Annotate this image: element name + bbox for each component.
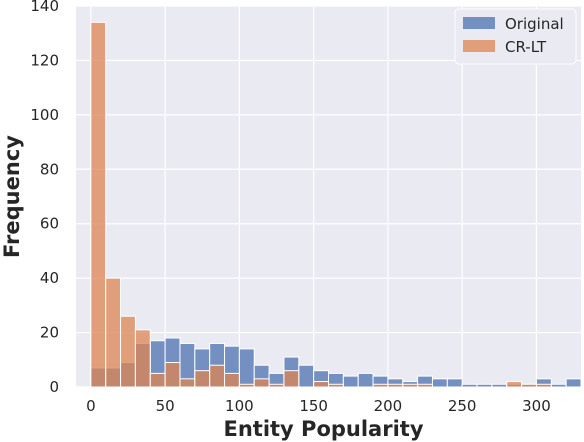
x-tick-label: 100 (225, 397, 254, 415)
bar-cr-lt (313, 381, 330, 388)
bar-original (238, 348, 255, 388)
bar-cr-lt (283, 370, 300, 388)
bar-cr-lt (224, 372, 240, 388)
bar-original (476, 383, 493, 388)
bar-original (461, 383, 478, 388)
plot-area (76, 6, 581, 387)
x-tick-label: 0 (86, 397, 96, 415)
bar-cr-lt (328, 383, 344, 388)
bar-original (446, 378, 463, 388)
x-tick-label: 150 (299, 397, 328, 415)
x-tick-label: 200 (374, 397, 403, 415)
legend-swatch-cr-lt (463, 40, 495, 52)
x-tick-label: 50 (156, 397, 175, 415)
bar-original (565, 378, 582, 388)
y-tick-label: 140 (30, 0, 59, 15)
bar-cr-lt (417, 383, 433, 388)
bar-cr-lt (521, 383, 537, 388)
bar-cr-lt (506, 381, 523, 388)
y-tick-label: 20 (40, 324, 59, 342)
bar-original (431, 378, 448, 388)
bar-original (298, 364, 315, 388)
bar-original (550, 383, 567, 388)
bar-cr-lt (194, 370, 211, 388)
x-tick-labels: 0 50 100 150 200 250 300 (86, 397, 551, 415)
bar-cr-lt (120, 315, 136, 388)
bar-original (342, 375, 359, 388)
bar-cr-lt (179, 378, 196, 388)
bar-original (357, 372, 374, 388)
x-tick-label: 300 (522, 397, 551, 415)
bar-original (491, 383, 508, 388)
bar-cr-lt (209, 364, 226, 388)
bar-cr-lt (149, 372, 166, 388)
legend-label-original: Original (505, 15, 564, 33)
legend-label-cr-lt: CR-LT (505, 38, 547, 56)
bar-cr-lt (268, 383, 285, 388)
legend: Original CR-LT (454, 8, 577, 65)
bar-cr-lt (134, 329, 151, 388)
bar-cr-lt (402, 383, 419, 388)
y-tick-label: 80 (40, 160, 59, 178)
bar-cr-lt (90, 21, 107, 388)
bar-cr-lt (105, 277, 122, 388)
x-tick-label: 250 (448, 397, 477, 415)
bar-cr-lt (164, 362, 181, 388)
bar-cr-lt (372, 383, 389, 388)
y-tick-label: 100 (30, 106, 59, 124)
bar-cr-lt (535, 383, 552, 388)
bar-cr-lt (387, 383, 404, 388)
y-tick-label: 40 (40, 269, 59, 287)
y-tick-labels: 0 20 40 60 80 100 120 140 (30, 0, 59, 396)
series-cr-lt-bars (90, 21, 552, 388)
legend-swatch-original (463, 17, 495, 29)
x-axis-label: Entity Popularity (223, 417, 423, 441)
bar-cr-lt (238, 383, 255, 388)
y-tick-label: 0 (49, 378, 59, 396)
bar-cr-lt (253, 378, 270, 388)
y-tick-label: 120 (30, 51, 59, 69)
y-axis-label: Frequency (0, 135, 24, 258)
y-tick-label: 60 (40, 215, 59, 233)
